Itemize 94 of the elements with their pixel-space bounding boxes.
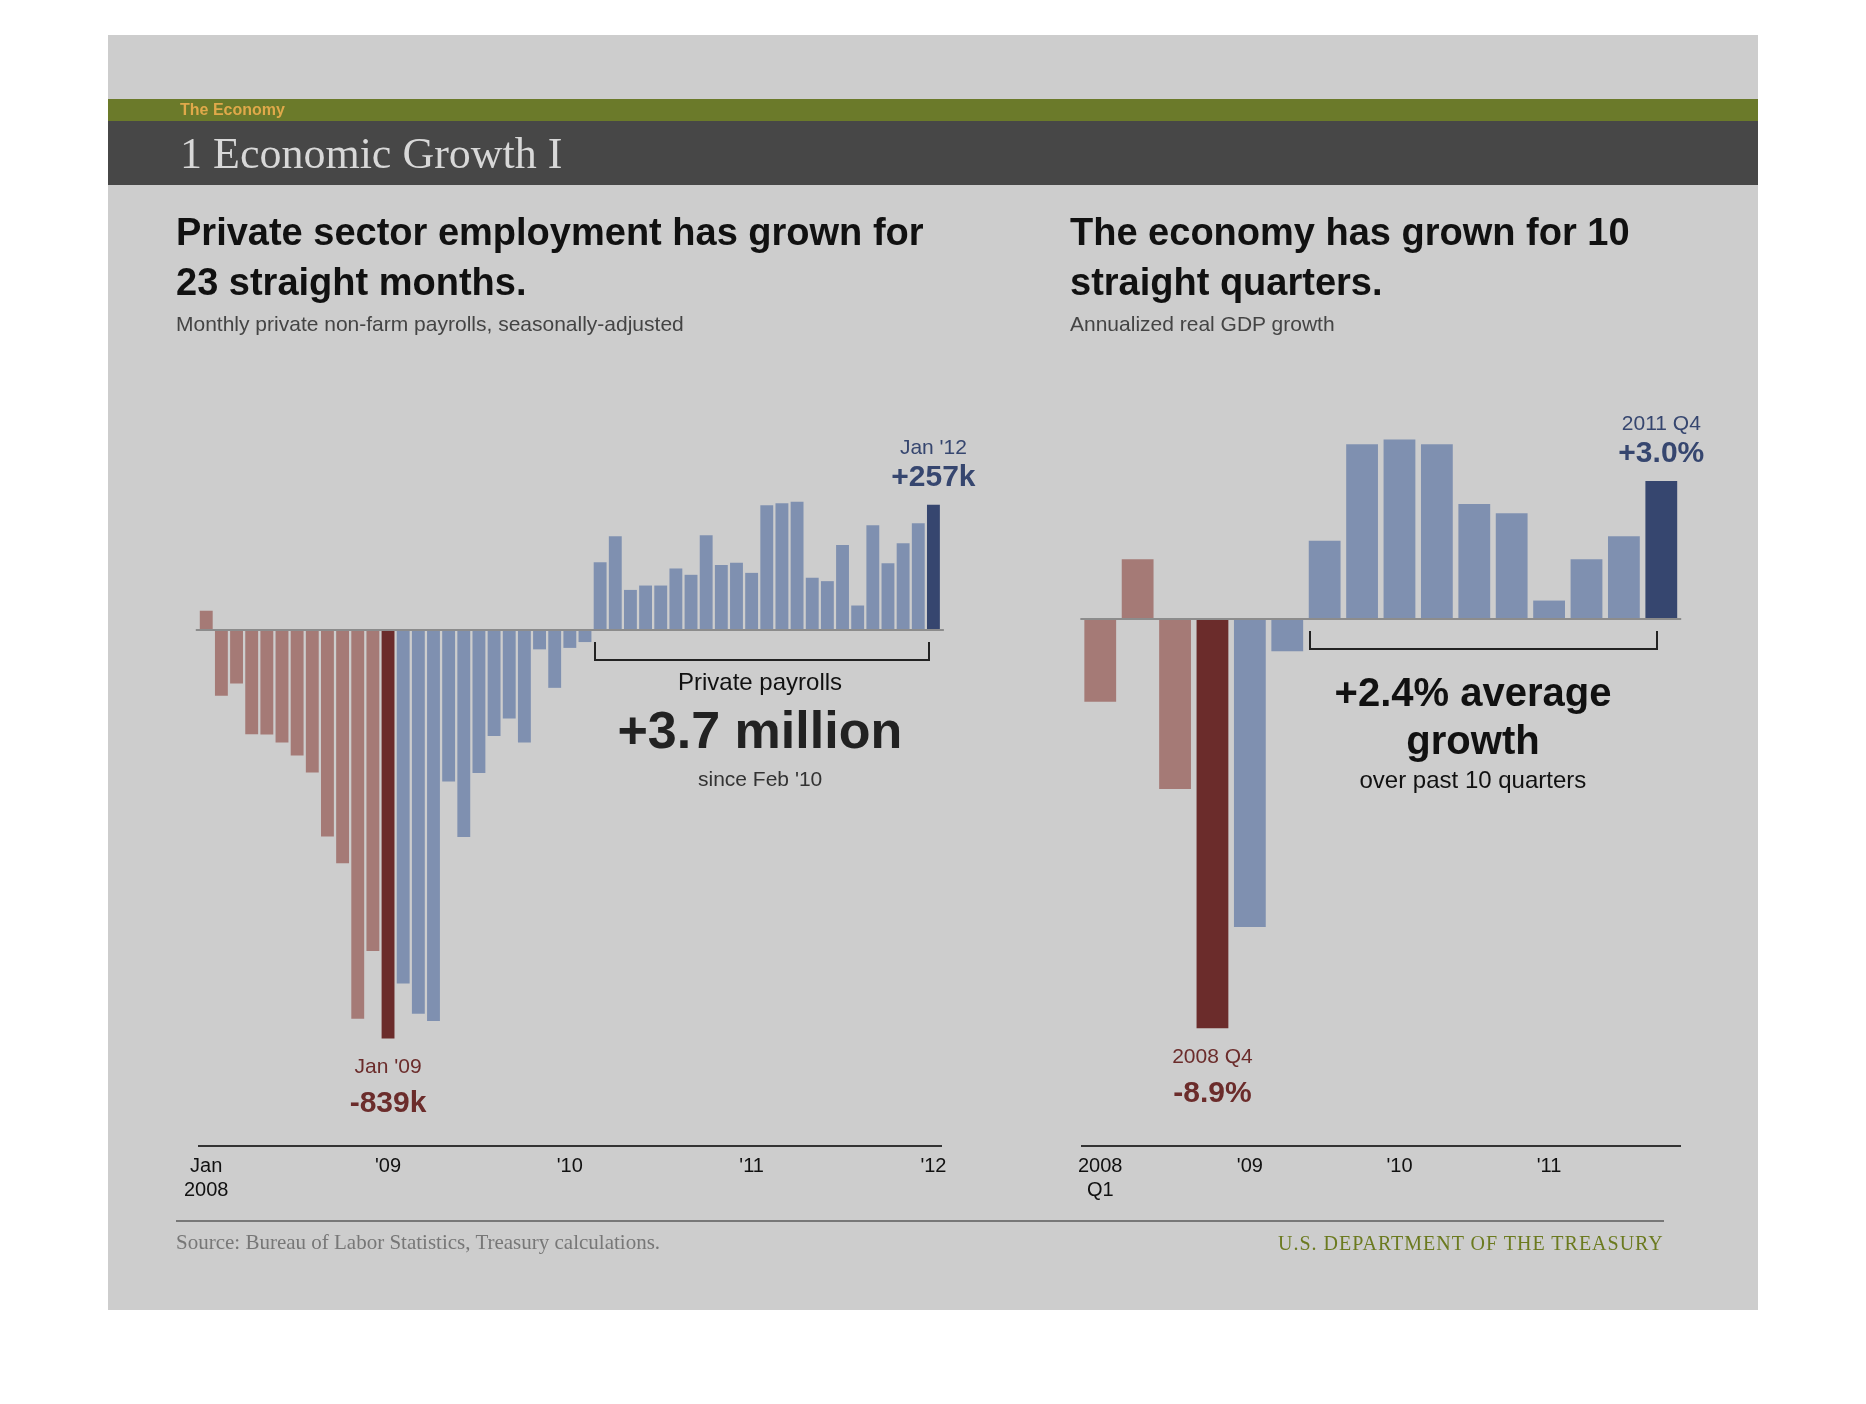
bar — [730, 562, 743, 630]
x-tick-label: '11 — [739, 1153, 764, 1176]
bar — [790, 501, 804, 630]
bar — [684, 574, 698, 630]
source-note: Source: Bureau of Labor Statistics, Treasury calculations. — [176, 1230, 661, 1255]
chart-title: Private sector employment has grown for 23 straight months. — [176, 210, 925, 305]
bar — [1645, 480, 1678, 619]
bar — [881, 563, 895, 630]
bar — [366, 629, 380, 951]
bar — [1196, 618, 1229, 1029]
bar — [1346, 444, 1378, 619]
x-tick-label: '09 — [1236, 1153, 1263, 1176]
bar — [487, 629, 501, 737]
bar — [472, 629, 486, 774]
x-tick-label: '10 — [1386, 1153, 1413, 1176]
bar — [775, 503, 789, 630]
bar — [563, 629, 577, 648]
annotation: Jan '09 — [354, 1053, 422, 1077]
text: 1 Economic Growth I — [180, 128, 563, 179]
annotation: since Feb '10 — [698, 767, 823, 791]
bar — [1420, 444, 1453, 619]
bar — [1233, 618, 1266, 928]
bar — [214, 629, 228, 696]
bar — [1271, 618, 1304, 652]
bar — [1121, 559, 1154, 619]
bar — [911, 523, 925, 630]
data-label: -8.9% — [1173, 1074, 1252, 1108]
bar — [896, 543, 910, 630]
data-label: +257k — [891, 458, 976, 492]
annotation: over past 10 quarters — [1359, 766, 1587, 794]
bar — [699, 535, 713, 630]
bar — [336, 629, 350, 864]
bar — [427, 629, 440, 1022]
data-label: +3.0% — [1618, 435, 1705, 469]
text: The Economy — [180, 101, 285, 119]
bar — [639, 585, 653, 630]
bar — [245, 629, 259, 735]
bar — [396, 629, 410, 984]
bar — [1159, 618, 1191, 790]
bar — [230, 629, 243, 684]
annotation: +2.4% average growth — [1333, 669, 1613, 764]
x-tick-label: Jan 2008 — [184, 1153, 229, 1200]
bar — [820, 581, 834, 630]
x-tick-label: '11 — [1536, 1153, 1562, 1176]
annotation: Jan '12 — [899, 434, 967, 458]
bar — [533, 629, 546, 650]
chart-subtitle: Monthly private non-farm payrolls, seasonally-adjusted — [176, 312, 684, 336]
bar — [321, 629, 334, 837]
bar — [457, 629, 471, 837]
bar — [1383, 439, 1416, 619]
bar — [851, 605, 865, 630]
bar — [1495, 513, 1528, 619]
bar — [442, 629, 456, 782]
bar — [714, 565, 728, 630]
bar — [866, 525, 880, 630]
bar — [548, 629, 562, 688]
bar — [624, 589, 637, 630]
data-label: -839k — [349, 1084, 427, 1118]
bar — [805, 577, 819, 630]
bar — [411, 629, 425, 1014]
bar — [517, 629, 531, 743]
bar — [654, 585, 668, 630]
bar — [502, 629, 516, 719]
bar — [926, 504, 940, 630]
x-tick-label: '09 — [375, 1153, 402, 1176]
bar — [1570, 559, 1603, 619]
bar — [669, 568, 683, 630]
bar — [275, 629, 289, 743]
bar — [836, 545, 849, 630]
annotation: Private payrolls — [678, 668, 843, 696]
bar — [608, 536, 622, 630]
bar — [593, 562, 607, 630]
annotation: 2011 Q4 — [1621, 411, 1702, 435]
annotation: 2008 Q4 — [1172, 1043, 1254, 1067]
bar — [745, 572, 759, 630]
annotation: +3.7 million — [617, 700, 903, 760]
bar — [1608, 536, 1640, 619]
bar — [760, 505, 774, 630]
bar — [1084, 618, 1117, 702]
text: U.S. DEPARTMENT OF THE TREASURY — [1278, 1232, 1664, 1255]
chart-title: The economy has grown for 10 straight quarters. — [1070, 210, 1630, 305]
chart-subtitle: Annualized real GDP growth — [1070, 312, 1335, 336]
bar — [305, 629, 319, 773]
bar — [199, 610, 213, 630]
bar — [1458, 503, 1491, 619]
bar — [260, 629, 274, 735]
bar — [1533, 600, 1565, 619]
x-tick-label: 2008 Q1 — [1078, 1153, 1123, 1200]
bar — [351, 629, 365, 1019]
bar — [381, 629, 395, 1039]
x-tick-label: '10 — [556, 1153, 583, 1176]
bar — [1308, 540, 1341, 619]
x-tick-label: '12 — [920, 1153, 947, 1176]
bar — [290, 629, 304, 756]
